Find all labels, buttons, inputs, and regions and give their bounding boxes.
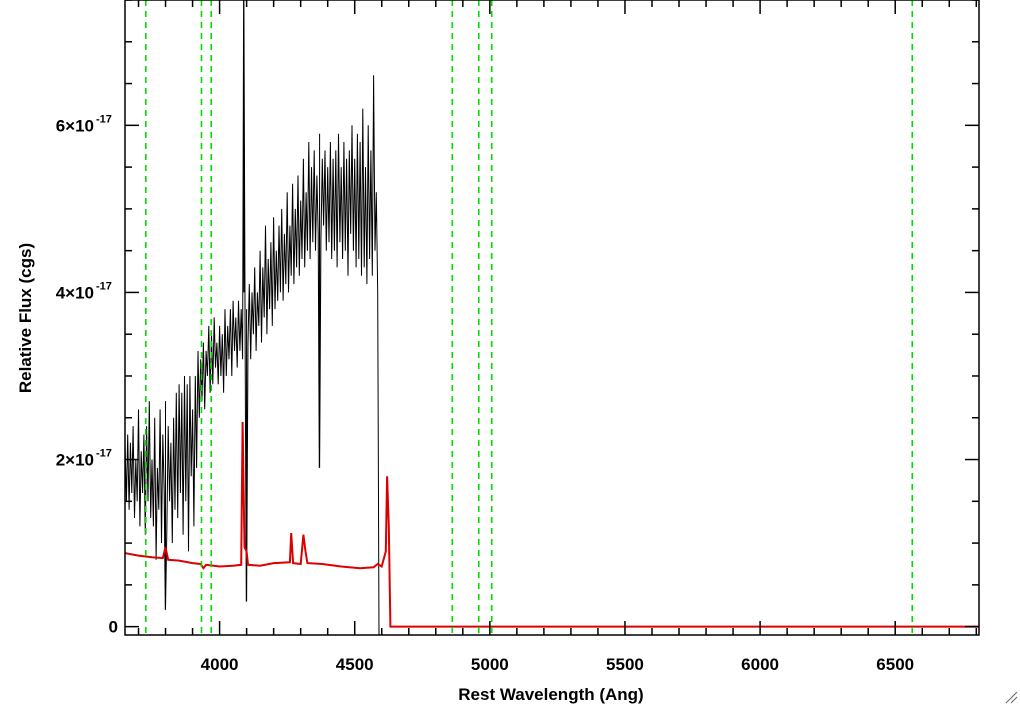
x-tick-label: 5000 <box>471 655 509 674</box>
y-tick-label: 6×10 <box>56 116 94 135</box>
x-axis-label: Rest Wavelength (Ang) <box>458 685 643 704</box>
y-tick-label: 0 <box>109 618 118 637</box>
spectrum-line <box>125 0 380 635</box>
y-axis-label: Relative Flux (cgs) <box>16 243 35 393</box>
x-tick-label: 5500 <box>606 655 644 674</box>
plot-frame <box>124 0 980 636</box>
y-tick-exponent: -17 <box>96 448 112 460</box>
y-tick-exponent: -17 <box>96 113 112 125</box>
error-series <box>125 421 979 628</box>
y-tick-label: 4×10 <box>56 283 94 302</box>
x-tick-labels: 4000 4500 5000 5500 6000 6500 <box>201 655 914 674</box>
plot-area <box>125 0 979 635</box>
x-tick-label: 4500 <box>336 655 374 674</box>
reference-lines <box>145 0 914 635</box>
x-tick-label: 6000 <box>741 655 779 674</box>
y-tick-label: 2×10 <box>56 451 94 470</box>
y-tick-labels: 02×10 -174×10 -176×10 -17 <box>56 113 118 636</box>
axes-frame <box>124 0 980 636</box>
spectrum-series <box>125 0 380 635</box>
x-tick-label: 4000 <box>201 655 239 674</box>
x-tick-label: 6500 <box>876 655 914 674</box>
error-line <box>125 421 979 628</box>
resize-grip-icon[interactable] <box>1004 690 1018 704</box>
y-tick-exponent: -17 <box>96 280 112 292</box>
